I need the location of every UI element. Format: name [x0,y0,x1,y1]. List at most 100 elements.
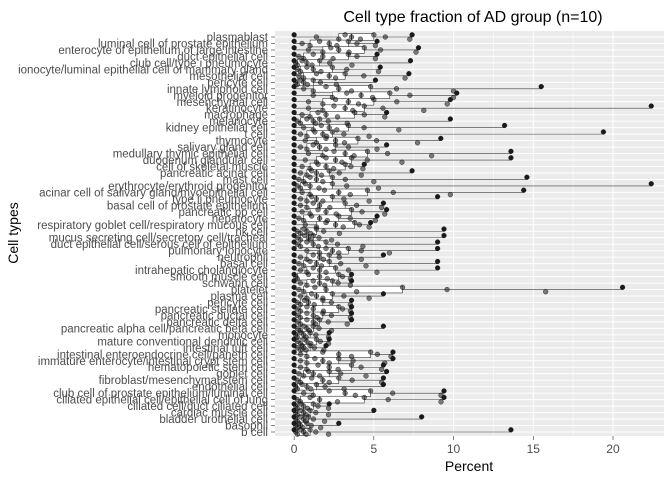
data-point [326,168,332,174]
data-point [317,280,323,286]
data-point [501,122,508,129]
data-point [313,34,320,40]
y-tick-label: pancreatic pp cell [179,207,269,219]
data-point [331,166,337,172]
data-point [310,278,316,284]
data-point [326,252,332,258]
data-point [374,269,380,275]
data-point [336,86,342,92]
data-point [291,355,297,362]
data-point [360,166,366,172]
data-point [538,84,544,90]
data-point [342,200,348,206]
data-point [291,96,297,103]
data-point [334,399,341,405]
data-point [320,198,326,204]
data-point [354,53,360,60]
data-point [291,349,297,355]
data-point [310,252,316,258]
data-point [307,394,313,401]
data-point [382,34,388,40]
data-point [317,144,323,150]
data-point [291,258,297,265]
data-point [345,99,351,105]
data-point [310,142,316,148]
data-point [336,271,342,277]
data-point [371,32,377,38]
data-point [317,373,323,379]
data-point [328,45,334,51]
data-point [324,276,330,282]
data-point [435,258,441,265]
data-point [421,107,427,114]
data-point [348,271,355,277]
y-tick-label: mesenchymal cell [177,97,268,109]
data-point [329,194,335,200]
y-tick-label: intrahepatic cholangiocyte [135,265,268,277]
y-tick-label: pericyte cell [207,297,268,309]
data-point [342,32,348,38]
data-point [372,217,378,224]
data-point [320,377,326,383]
data-point [299,40,305,47]
data-point [354,40,360,47]
data-point [325,118,331,124]
data-point [352,219,358,226]
data-point [344,90,350,96]
data-point [291,84,297,90]
y-tick-label: club cell of prostate epithelium/luminal… [53,388,268,400]
y-tick-label: keratinocyte [206,103,268,115]
data-point [336,230,343,237]
data-point [326,336,332,342]
data-point [317,267,323,273]
data-point [321,418,328,424]
data-point [335,280,341,286]
data-point [302,138,308,144]
box-iqr [303,285,403,294]
data-point [352,109,358,116]
y-tick-label: respiratory goblet cell/respiratory muco… [37,220,268,232]
data-point [291,90,297,96]
data-point [444,101,450,107]
data-point [307,427,313,433]
data-point [358,256,364,262]
data-point [406,71,412,77]
data-point [336,304,342,310]
data-point [336,355,342,362]
data-point [323,155,329,161]
data-point [320,310,326,316]
y-tick-label: hematopoietic stem cell [148,362,268,374]
data-point [345,51,351,57]
data-point [309,291,315,297]
data-point [358,248,364,254]
y-tick-label: basophil [225,421,268,433]
data-point [447,116,453,122]
data-point [332,157,339,163]
data-point [375,185,382,191]
data-point [338,371,344,377]
data-point [336,213,342,219]
data-point [316,325,322,331]
data-point [447,192,453,198]
data-point [429,153,435,159]
data-point [419,414,425,420]
data-point [364,187,371,193]
data-point [329,278,335,284]
data-point [361,45,367,51]
data-point [297,358,304,364]
data-point [341,293,347,299]
data-point [311,302,317,308]
data-point [296,53,302,60]
data-point [332,265,339,271]
data-point [323,84,329,90]
data-point [330,56,336,62]
data-point [291,187,297,193]
y-tick-label: myeloid progenitor [173,90,268,102]
data-point [308,422,314,429]
y-tick-label: medullary thymic epithelial cell [113,149,268,161]
y-tick-label: plasmablast [207,32,269,44]
data-point [291,194,297,200]
data-point [310,92,316,98]
data-point [304,304,310,310]
data-point [352,392,358,398]
